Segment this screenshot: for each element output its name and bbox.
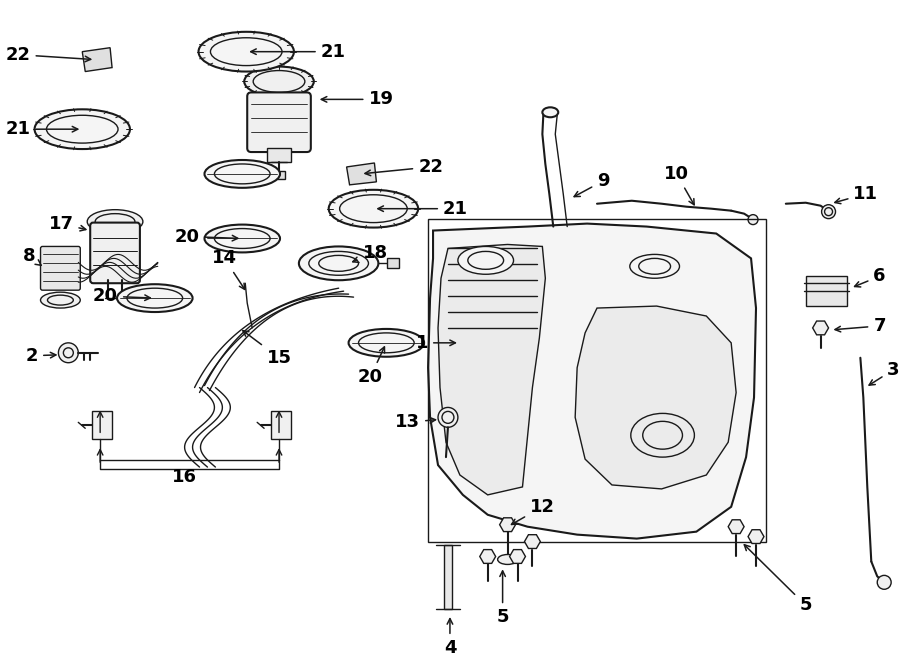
Ellipse shape [468,251,504,269]
Polygon shape [525,535,540,549]
Ellipse shape [639,258,670,274]
Ellipse shape [319,255,358,271]
Ellipse shape [214,164,270,184]
Text: 10: 10 [664,165,694,205]
Bar [387,258,400,268]
Ellipse shape [348,329,424,357]
Text: 13: 13 [395,413,436,432]
Ellipse shape [631,413,695,457]
Text: 16: 16 [172,468,197,486]
Polygon shape [813,321,829,335]
Circle shape [748,215,758,225]
Ellipse shape [498,555,518,564]
Circle shape [878,575,891,590]
Ellipse shape [95,214,135,229]
Ellipse shape [244,67,314,97]
Text: 20: 20 [175,227,238,245]
Bar [806,276,848,306]
Text: 20: 20 [93,287,150,305]
Ellipse shape [328,190,418,227]
Text: 3: 3 [869,361,900,385]
FancyBboxPatch shape [248,93,310,152]
Circle shape [824,208,832,215]
Polygon shape [500,518,516,531]
Text: 18: 18 [353,245,388,262]
Bar [92,411,112,439]
Text: 9: 9 [574,172,609,196]
Text: 7: 7 [835,317,886,335]
Ellipse shape [253,71,305,93]
Text: 15: 15 [243,330,292,367]
Text: 2: 2 [25,347,56,365]
Polygon shape [346,163,376,185]
Bar [444,545,452,609]
Ellipse shape [204,160,280,188]
Text: 17: 17 [49,215,86,233]
Text: 12: 12 [511,498,555,524]
Ellipse shape [48,295,73,305]
Text: 19: 19 [321,91,393,108]
Ellipse shape [199,32,294,71]
Text: 4: 4 [444,619,456,657]
Polygon shape [728,520,744,533]
Circle shape [822,205,835,219]
Ellipse shape [458,247,514,274]
Ellipse shape [34,109,130,149]
Ellipse shape [643,421,682,449]
Circle shape [58,343,78,363]
Polygon shape [509,549,526,563]
FancyBboxPatch shape [90,223,140,283]
Ellipse shape [117,284,193,312]
Polygon shape [438,245,545,495]
Ellipse shape [299,247,378,280]
Text: 14: 14 [212,249,245,290]
Text: 1: 1 [416,334,455,352]
Ellipse shape [211,38,282,65]
Text: 20: 20 [358,347,384,385]
Polygon shape [575,306,736,489]
Text: 5: 5 [744,545,812,614]
Bar [271,411,291,439]
Ellipse shape [339,195,407,223]
FancyBboxPatch shape [40,247,80,290]
Ellipse shape [204,225,280,253]
Circle shape [438,407,458,427]
Ellipse shape [358,333,414,353]
Text: 8: 8 [22,247,41,265]
Polygon shape [748,529,764,543]
Circle shape [63,348,73,358]
Text: 22: 22 [365,158,443,176]
Polygon shape [428,223,756,539]
Text: 21: 21 [5,120,77,138]
Text: 22: 22 [5,46,91,63]
Ellipse shape [47,115,118,143]
Ellipse shape [87,210,143,233]
Text: 11: 11 [835,185,878,204]
Ellipse shape [40,292,80,308]
Circle shape [442,411,454,423]
Text: 5: 5 [497,571,508,626]
Ellipse shape [214,229,270,249]
Polygon shape [82,48,112,71]
Text: 6: 6 [855,267,886,287]
Text: 21: 21 [378,200,468,217]
Ellipse shape [543,107,558,117]
Text: 21: 21 [251,43,346,61]
Bar [428,219,766,541]
Polygon shape [480,549,496,563]
Ellipse shape [630,254,680,278]
Bar [273,171,285,179]
Ellipse shape [309,251,368,275]
Ellipse shape [127,288,183,308]
Bar [267,148,291,162]
